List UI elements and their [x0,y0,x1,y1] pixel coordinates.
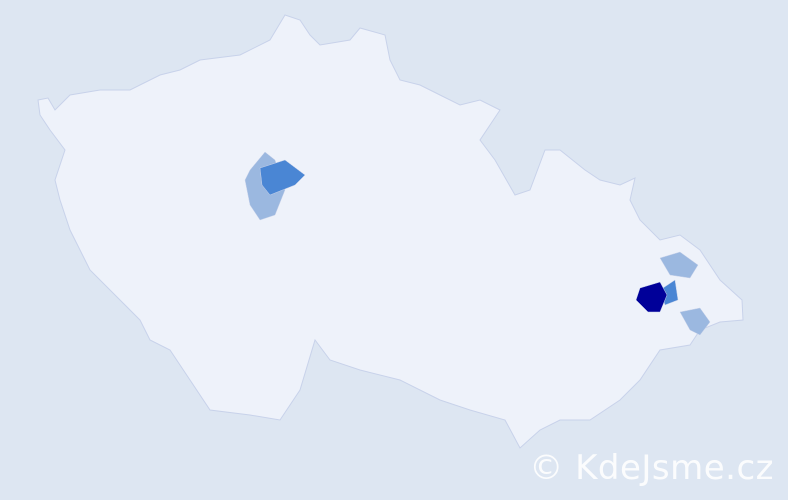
region-district[interactable] [679,307,711,336]
region-district[interactable] [259,159,306,196]
watermark: © KdeJsme.cz [529,448,774,488]
country-outline [37,14,744,449]
region-district[interactable] [635,281,668,313]
region-district[interactable] [659,251,699,279]
